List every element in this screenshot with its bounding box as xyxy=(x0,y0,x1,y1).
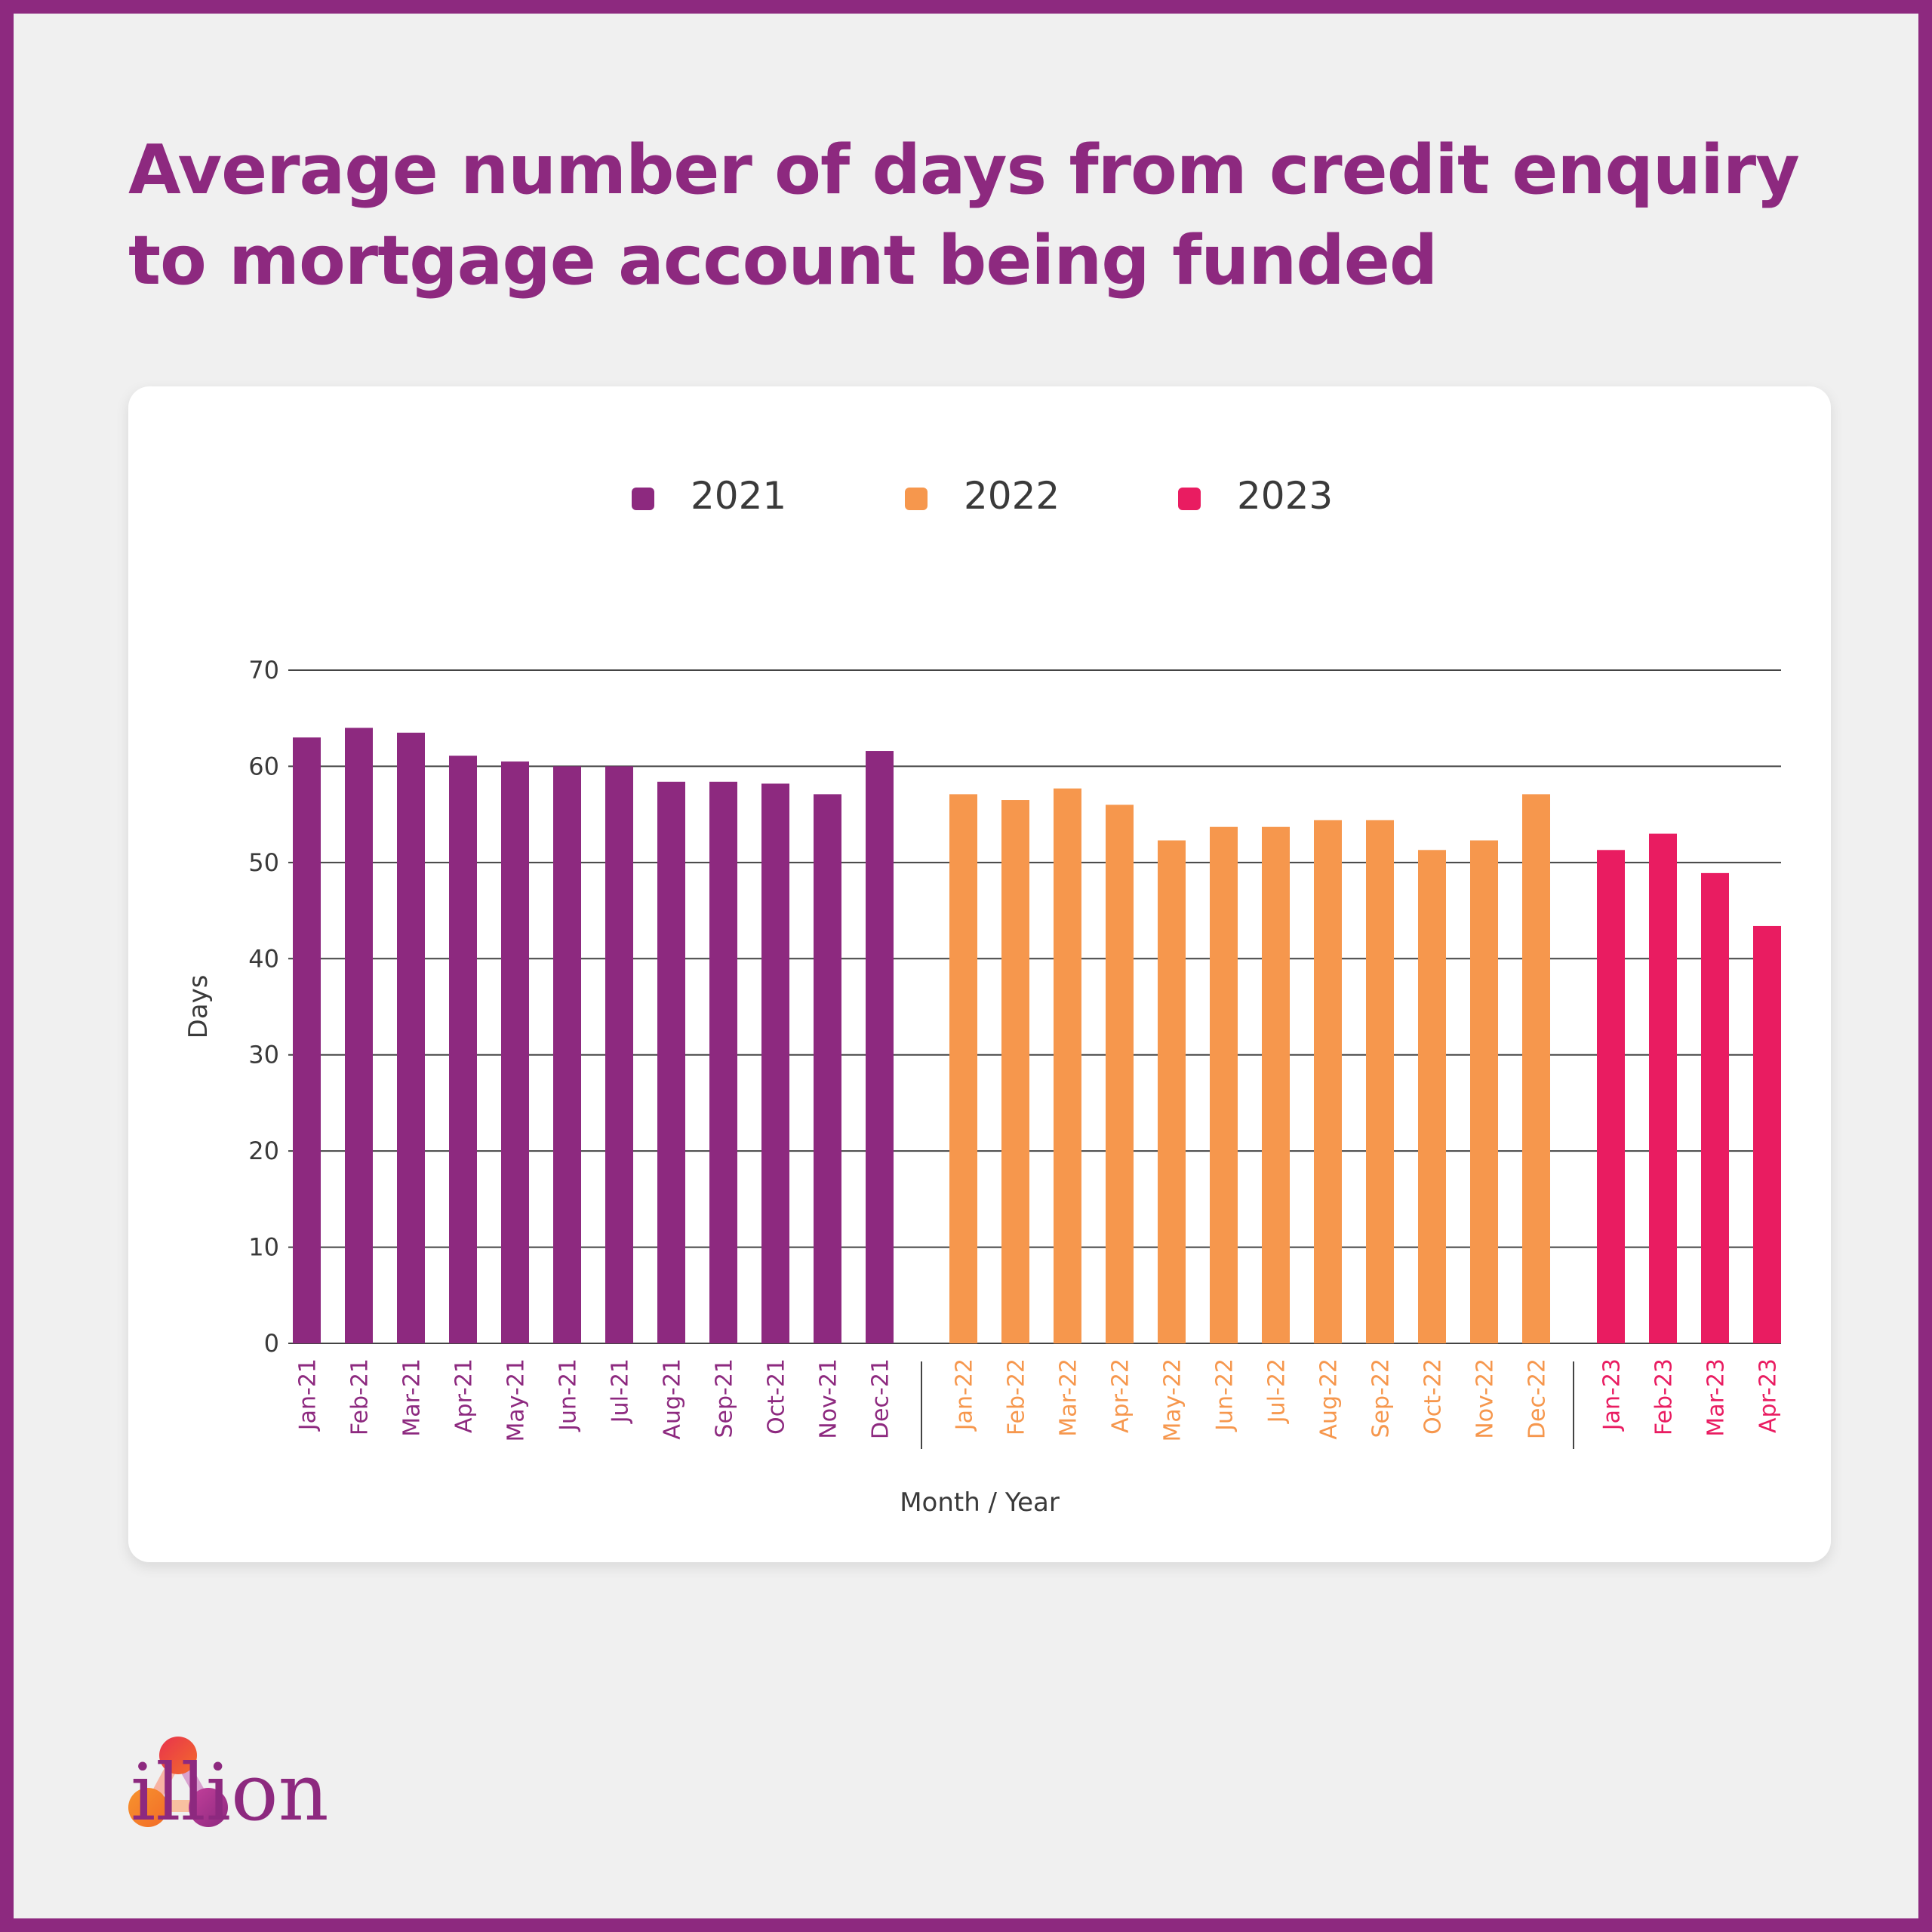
bar xyxy=(761,783,789,1343)
illion-logo-icon xyxy=(128,1737,228,1827)
bar xyxy=(814,794,841,1343)
x-tick-label: Mar-21 xyxy=(399,1358,426,1437)
x-tick-label: Apr-22 xyxy=(1108,1358,1134,1433)
bar xyxy=(1210,826,1238,1343)
x-tick-label: Mar-22 xyxy=(1056,1358,1082,1437)
x-tick-label: Jan-21 xyxy=(295,1358,321,1432)
bar xyxy=(1701,872,1729,1343)
bar xyxy=(1054,788,1081,1343)
y-tick-label: 30 xyxy=(248,1041,279,1069)
bar xyxy=(657,781,685,1343)
x-tick-label: Oct-22 xyxy=(1420,1358,1447,1435)
y-tick-label: 60 xyxy=(248,752,279,780)
x-tick-label: Aug-21 xyxy=(660,1358,686,1440)
bar xyxy=(1314,820,1342,1343)
bar xyxy=(553,766,581,1343)
legend-swatch xyxy=(632,488,654,510)
x-tick-label: Aug-22 xyxy=(1316,1358,1343,1440)
bar xyxy=(501,761,529,1343)
bar xyxy=(449,755,477,1343)
x-tick-label: Feb-21 xyxy=(347,1358,374,1435)
bar xyxy=(866,751,894,1343)
x-tick-label: Dec-22 xyxy=(1524,1358,1551,1439)
y-tick-label: 20 xyxy=(248,1137,279,1165)
y-axis-title: Days xyxy=(183,975,214,1039)
bar xyxy=(1753,925,1781,1343)
bar xyxy=(1470,840,1498,1343)
legend-label: 2023 xyxy=(1237,474,1333,518)
bar xyxy=(1158,840,1186,1343)
x-tick-label: Sep-21 xyxy=(712,1358,738,1438)
y-tick-label: 70 xyxy=(248,656,279,685)
legend-label: 2021 xyxy=(691,474,786,518)
chart-card: 0 10 20 30 40 50 60 70 Jan-21 Feb-21 Mar-21 Apr-21 M… xyxy=(128,386,1831,1562)
bar xyxy=(949,794,977,1343)
x-tick-label: Jul-22 xyxy=(1264,1358,1291,1424)
x-tick-label: Apr-23 xyxy=(1755,1358,1782,1433)
x-tick-label: Oct-21 xyxy=(764,1358,790,1435)
bar xyxy=(293,737,321,1343)
x-tick-label: Nov-21 xyxy=(816,1358,842,1439)
x-tick-label: Apr-21 xyxy=(451,1358,478,1433)
y-tick-label: 0 xyxy=(264,1329,279,1358)
bar-chart: 0 10 20 30 40 50 60 70 Jan-21 Feb-21 Mar-21 Apr-21 M… xyxy=(183,474,1782,1518)
bar xyxy=(1649,833,1677,1343)
legend-swatch xyxy=(905,488,928,510)
bar xyxy=(605,766,633,1343)
illion-logo-text: illion xyxy=(131,1746,329,1838)
page-background: Average number of days from credit enqui… xyxy=(14,14,1918,1918)
x-tick-label: Feb-23 xyxy=(1651,1358,1678,1435)
bar xyxy=(1597,850,1625,1343)
x-tick-label: Jun-22 xyxy=(1212,1358,1238,1432)
bar xyxy=(345,728,373,1343)
x-tick-label: Jul-21 xyxy=(608,1358,634,1424)
bar xyxy=(709,781,737,1343)
x-axis-title: Month / Year xyxy=(900,1487,1060,1518)
y-tick-label: 40 xyxy=(248,944,279,973)
legend-swatch xyxy=(1178,488,1201,510)
x-tick-label: Jan-23 xyxy=(1599,1358,1626,1432)
bar xyxy=(1366,820,1394,1343)
x-tick-label: Nov-22 xyxy=(1472,1358,1499,1439)
bar xyxy=(397,732,425,1343)
x-tick-label: Jan-22 xyxy=(952,1358,978,1432)
x-tick-label: Feb-22 xyxy=(1004,1358,1030,1435)
bar xyxy=(1106,804,1134,1343)
x-tick-label: Dec-21 xyxy=(868,1358,894,1439)
page-title: Average number of days from credit enqui… xyxy=(128,131,1800,300)
x-tick-label: Jun-21 xyxy=(555,1358,582,1432)
x-tick-label: Sep-22 xyxy=(1368,1358,1395,1438)
x-tick-label: May-22 xyxy=(1160,1358,1186,1442)
y-tick-label: 10 xyxy=(248,1233,279,1262)
legend-label: 2022 xyxy=(964,474,1060,518)
y-tick-label: 50 xyxy=(248,848,279,877)
bar xyxy=(1522,794,1550,1343)
x-tick-label: Mar-23 xyxy=(1703,1358,1730,1437)
bar xyxy=(1418,850,1446,1343)
x-tick-label: May-21 xyxy=(503,1358,530,1442)
bar xyxy=(1001,800,1029,1343)
bar xyxy=(1262,826,1290,1343)
